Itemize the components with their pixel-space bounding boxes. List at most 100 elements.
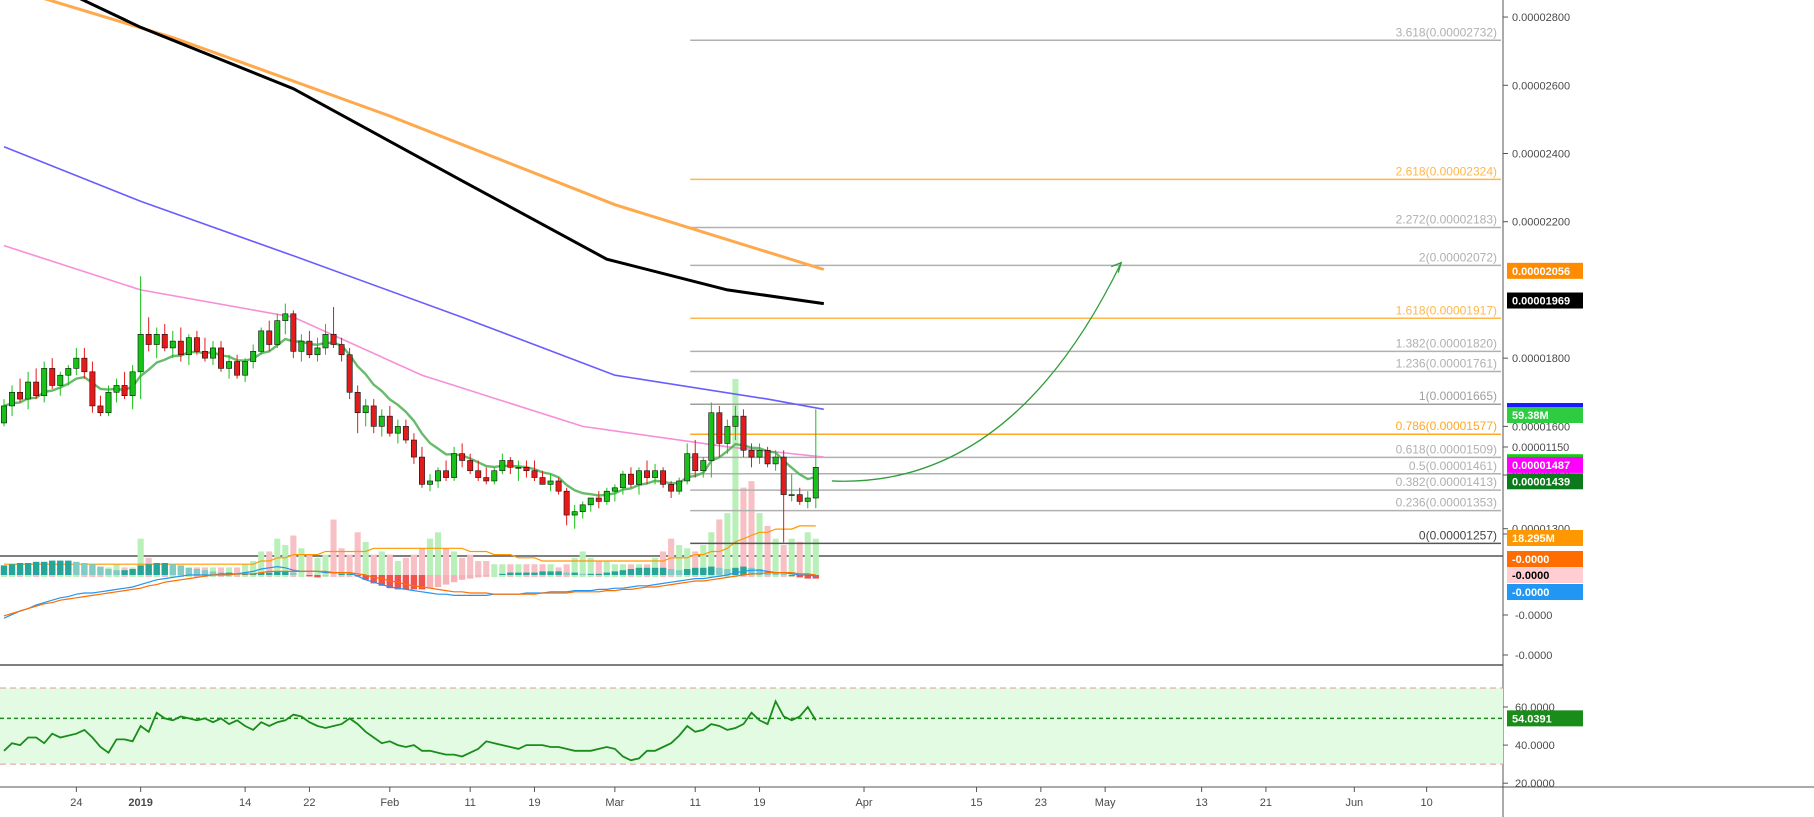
macd-histogram-bar bbox=[266, 572, 273, 575]
candle-body bbox=[193, 337, 200, 352]
candle-body bbox=[547, 480, 554, 485]
fib-label: 2(0.00002072) bbox=[1419, 250, 1497, 264]
macd-histogram-bar bbox=[89, 564, 96, 575]
macd-histogram-bar bbox=[627, 569, 635, 575]
candle-body bbox=[282, 313, 289, 321]
volume-bar bbox=[234, 567, 241, 577]
candle-body bbox=[105, 391, 112, 414]
macd-histogram-bar bbox=[716, 567, 723, 575]
macd-histogram-bar bbox=[402, 575, 410, 590]
candle-body bbox=[692, 453, 699, 472]
volume-badge bbox=[1507, 407, 1583, 423]
volume-ma-line bbox=[4, 525, 816, 565]
candlesticks bbox=[1, 276, 819, 543]
macd-histogram-bar bbox=[81, 563, 88, 575]
time-tick-label: Mar bbox=[605, 797, 624, 809]
volume-bar bbox=[378, 551, 385, 577]
candle-body bbox=[812, 467, 819, 499]
rsi-badge bbox=[1507, 710, 1583, 727]
candle-body bbox=[153, 333, 160, 345]
price-tick-label: 0.00001800 bbox=[1512, 353, 1570, 365]
macd-histogram-bar bbox=[57, 560, 64, 575]
fib-label: 0(0.00001257) bbox=[1419, 528, 1497, 542]
volume-bar bbox=[547, 564, 554, 577]
macd-histogram-bar bbox=[603, 572, 611, 575]
candle-body bbox=[804, 497, 811, 502]
macd-panel bbox=[0, 560, 820, 619]
time-tick-label: 19 bbox=[753, 797, 765, 809]
candle-body bbox=[9, 391, 15, 407]
volume-bar bbox=[651, 557, 659, 577]
volume-bar bbox=[426, 538, 434, 577]
rsi-panel bbox=[0, 687, 1503, 765]
macd-histogram-bar bbox=[97, 566, 104, 575]
price-tick-label: 0.00002400 bbox=[1512, 148, 1570, 160]
macd-histogram-bar bbox=[804, 575, 811, 579]
volume-bar bbox=[266, 551, 273, 577]
macd-histogram-bar bbox=[507, 572, 514, 575]
candle-body bbox=[274, 320, 281, 345]
price-tick-label: 0.00001600 bbox=[1512, 421, 1570, 433]
candle-body bbox=[266, 330, 273, 345]
macd-histogram-bar bbox=[346, 573, 353, 575]
candle-body bbox=[65, 368, 72, 376]
candle-body bbox=[145, 333, 152, 345]
candle-body bbox=[756, 449, 763, 458]
candle-body bbox=[362, 405, 369, 414]
volume-bar bbox=[724, 513, 731, 577]
price-badge-label: 0.00001487 bbox=[1512, 460, 1570, 472]
macd-histogram-bar bbox=[483, 575, 490, 577]
macd-badge bbox=[1507, 584, 1583, 600]
projection-arrowhead bbox=[1110, 261, 1123, 273]
time-tick-label: 2019 bbox=[128, 797, 152, 809]
price-tick-label: 0.00002800 bbox=[1512, 12, 1570, 24]
candle-body bbox=[684, 453, 691, 482]
price-tick-label: 0.00002600 bbox=[1512, 80, 1570, 92]
volume-bar bbox=[764, 525, 771, 577]
moving-average-line bbox=[3, 145, 824, 411]
candle-body bbox=[427, 480, 433, 485]
candle-body bbox=[49, 368, 56, 386]
candle-body bbox=[627, 473, 634, 485]
candle-body bbox=[121, 385, 128, 396]
price-badge-label: 0.00001439 bbox=[1512, 476, 1570, 488]
candle-body bbox=[419, 456, 425, 485]
macd-histogram-bar bbox=[241, 573, 249, 575]
volume-bar bbox=[242, 564, 249, 577]
candle-body bbox=[73, 357, 80, 369]
candle-body bbox=[772, 456, 779, 465]
rsi-tick-label: 20.0000 bbox=[1515, 778, 1555, 790]
macd-histogram-bar bbox=[290, 572, 297, 575]
macd-histogram-bar bbox=[499, 573, 506, 575]
candle-body bbox=[652, 470, 659, 478]
macd-histogram-bar bbox=[0, 565, 8, 575]
candle-body bbox=[571, 511, 578, 516]
macd-histogram-bar bbox=[153, 563, 160, 575]
macd-histogram-bar bbox=[249, 573, 257, 575]
candle-body bbox=[780, 456, 787, 495]
volume-bar bbox=[402, 557, 409, 577]
volume-bar bbox=[611, 564, 618, 577]
volume-bar bbox=[467, 554, 474, 577]
macd-histogram-bar bbox=[531, 572, 538, 575]
macd-histogram-bar bbox=[579, 573, 586, 575]
price-badge-label: 0.00001969 bbox=[1512, 296, 1570, 308]
volume-bar bbox=[451, 551, 458, 577]
volume-bar bbox=[322, 554, 329, 577]
macd-histogram-bar bbox=[458, 575, 466, 580]
price-tick-label: 0.00001150 bbox=[1512, 442, 1569, 454]
candle-body bbox=[113, 385, 120, 393]
price-badge bbox=[1507, 473, 1583, 490]
candle-body bbox=[499, 460, 506, 472]
candle-body bbox=[169, 340, 176, 349]
macd-histogram-bar bbox=[161, 563, 168, 575]
macd-tick-label: -0.0000 bbox=[1515, 610, 1552, 622]
price-badge bbox=[1507, 456, 1583, 473]
candle-body bbox=[402, 426, 409, 441]
projection-curve bbox=[831, 262, 1122, 482]
candle-body bbox=[491, 470, 498, 482]
volume-bar bbox=[692, 551, 699, 577]
volume-bar bbox=[354, 532, 361, 577]
macd-histogram-bar bbox=[450, 575, 458, 583]
candle-body bbox=[676, 480, 683, 492]
